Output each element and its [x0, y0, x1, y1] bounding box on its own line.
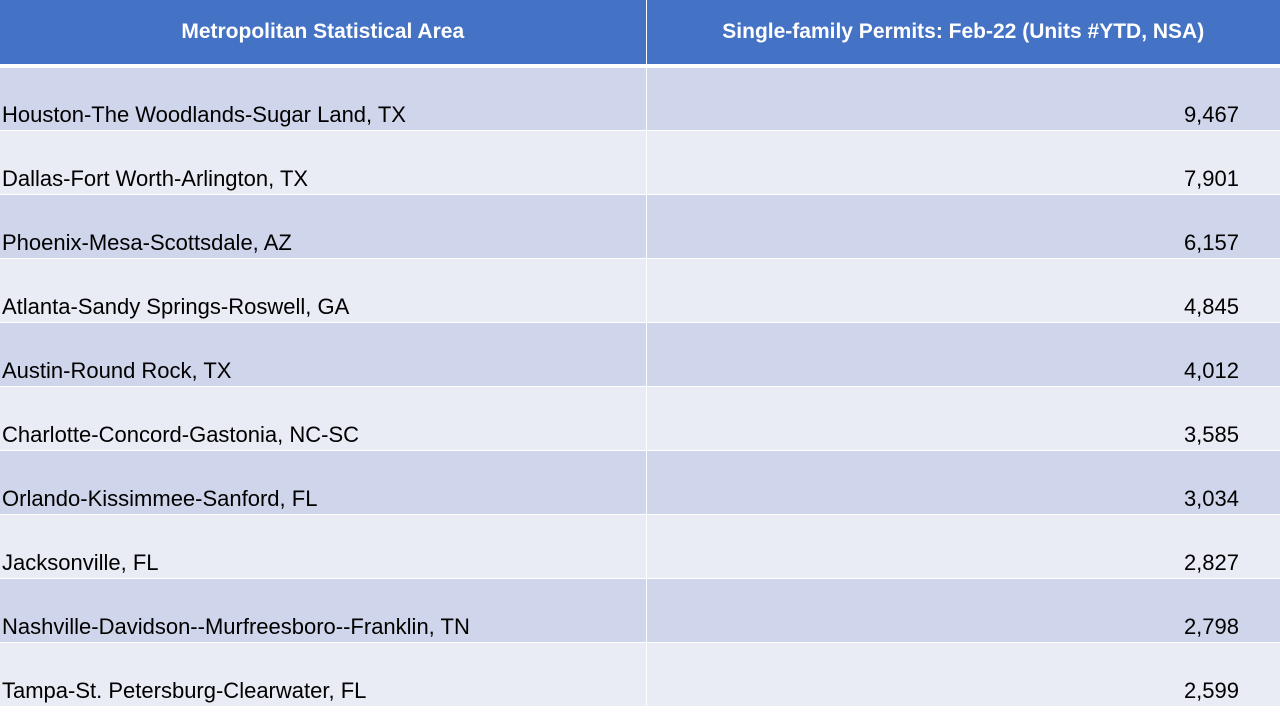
cell-area: Tampa-St. Petersburg-Clearwater, FL: [0, 642, 647, 707]
cell-permits: 2,798: [646, 578, 1280, 643]
table-row: Atlanta-Sandy Springs-Roswell, GA 4,845: [0, 258, 1280, 323]
cell-area: Austin-Round Rock, TX: [0, 322, 647, 387]
cell-area: Jacksonville, FL: [0, 514, 647, 579]
cell-area: Atlanta-Sandy Springs-Roswell, GA: [0, 258, 647, 323]
cell-area: Charlotte-Concord-Gastonia, NC-SC: [0, 386, 647, 451]
cell-area: Houston-The Woodlands-Sugar Land, TX: [0, 66, 647, 131]
cell-permits: 2,599: [646, 642, 1280, 707]
table-header: Metropolitan Statistical Area Single-fam…: [0, 0, 1280, 68]
cell-permits: 2,827: [646, 514, 1280, 579]
cell-permits: 4,845: [646, 258, 1280, 323]
cell-permits: 4,012: [646, 322, 1280, 387]
cell-area: Orlando-Kissimmee-Sanford, FL: [0, 450, 647, 515]
header-permits: Single-family Permits: Feb-22 (Units #YT…: [646, 0, 1280, 68]
table-row: Charlotte-Concord-Gastonia, NC-SC 3,585: [0, 386, 1280, 451]
table-row: Tampa-St. Petersburg-Clearwater, FL 2,59…: [0, 642, 1280, 707]
cell-permits: 9,467: [646, 66, 1280, 131]
table-body: Houston-The Woodlands-Sugar Land, TX 9,4…: [0, 66, 1280, 707]
cell-permits: 7,901: [646, 130, 1280, 195]
header-area: Metropolitan Statistical Area: [0, 0, 647, 68]
header-row: Metropolitan Statistical Area Single-fam…: [0, 0, 1280, 68]
cell-area: Dallas-Fort Worth-Arlington, TX: [0, 130, 647, 195]
table-row: Phoenix-Mesa-Scottsdale, AZ 6,157: [0, 194, 1280, 259]
cell-permits: 3,034: [646, 450, 1280, 515]
table-row: Dallas-Fort Worth-Arlington, TX 7,901: [0, 130, 1280, 195]
cell-permits: 6,157: [646, 194, 1280, 259]
table-row: Austin-Round Rock, TX 4,012: [0, 322, 1280, 387]
cell-area: Nashville-Davidson--Murfreesboro--Frankl…: [0, 578, 647, 643]
cell-permits: 3,585: [646, 386, 1280, 451]
table-row: Jacksonville, FL 2,827: [0, 514, 1280, 579]
table-row: Houston-The Woodlands-Sugar Land, TX 9,4…: [0, 66, 1280, 131]
table-row: Nashville-Davidson--Murfreesboro--Frankl…: [0, 578, 1280, 643]
table-row: Orlando-Kissimmee-Sanford, FL 3,034: [0, 450, 1280, 515]
cell-area: Phoenix-Mesa-Scottsdale, AZ: [0, 194, 647, 259]
